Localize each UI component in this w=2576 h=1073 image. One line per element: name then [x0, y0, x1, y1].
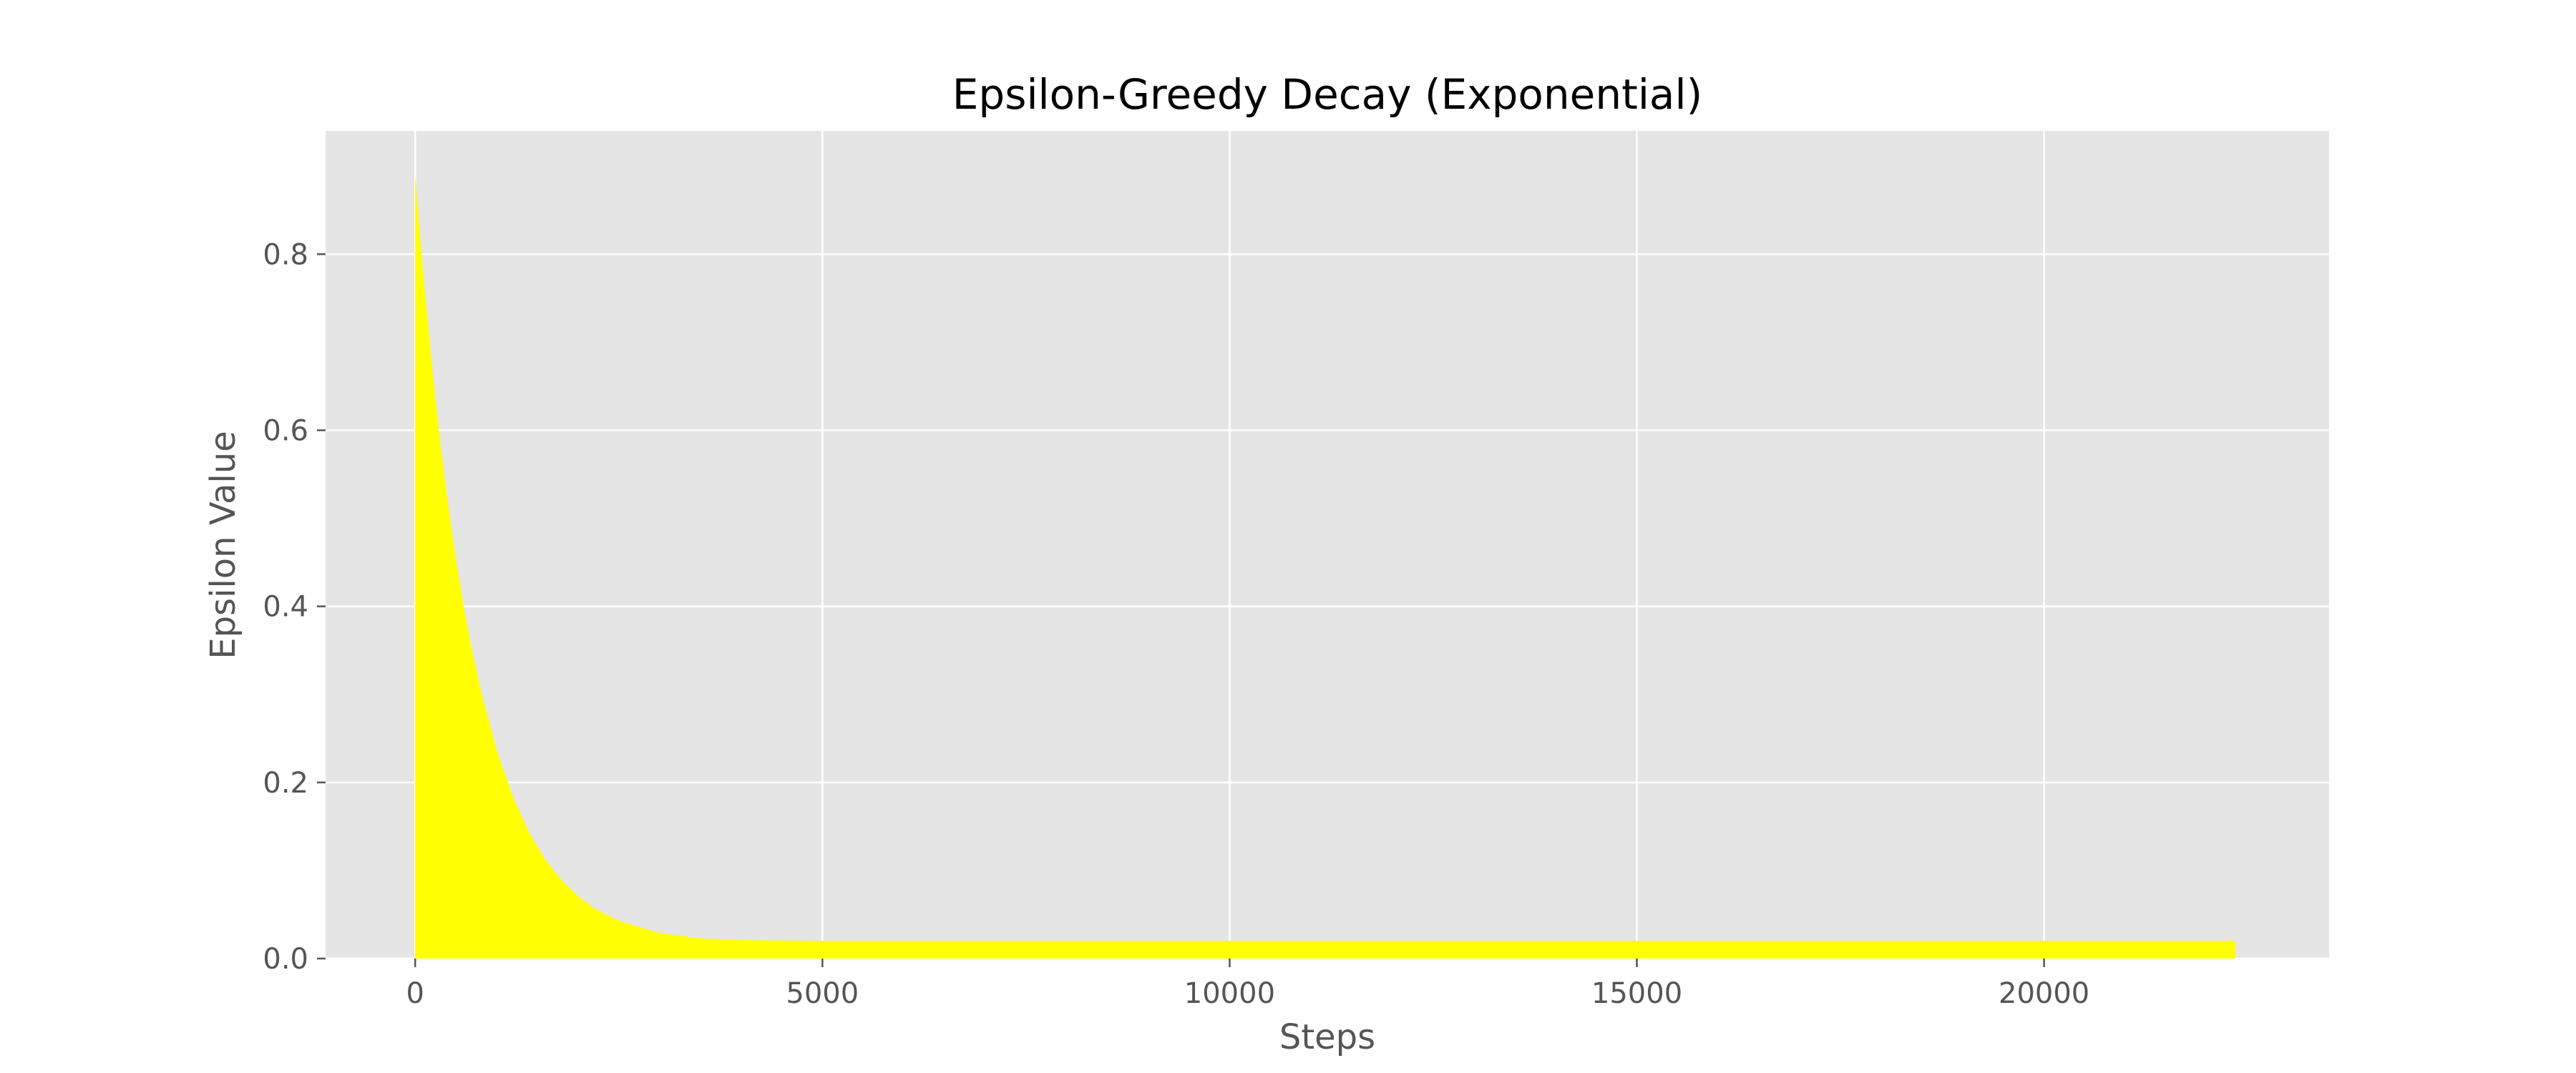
x-axis-label: Steps — [1279, 1017, 1375, 1057]
y-axis-label: Epsilon Value — [203, 431, 243, 659]
y-tick-label: 0.2 — [263, 767, 308, 800]
y-axis: 0.0 0.2 0.4 0.6 0.8 — [263, 238, 326, 976]
y-tick-label: 0.6 — [263, 414, 308, 447]
y-tick-label: 0.8 — [263, 238, 308, 271]
x-tick-label: 15000 — [1591, 977, 1682, 1010]
y-tick-label: 0.0 — [263, 943, 308, 976]
x-tick-label: 5000 — [786, 977, 859, 1010]
x-tick-label: 20000 — [1999, 977, 2089, 1010]
x-tick-label: 0 — [406, 977, 424, 1010]
plot-area — [326, 131, 2329, 959]
x-tick-label: 10000 — [1184, 977, 1275, 1010]
chart-title: Epsilon-Greedy Decay (Exponential) — [952, 70, 1702, 119]
y-tick-label: 0.4 — [263, 591, 308, 624]
x-axis: 0 5000 10000 15000 20000 — [406, 959, 2089, 1010]
